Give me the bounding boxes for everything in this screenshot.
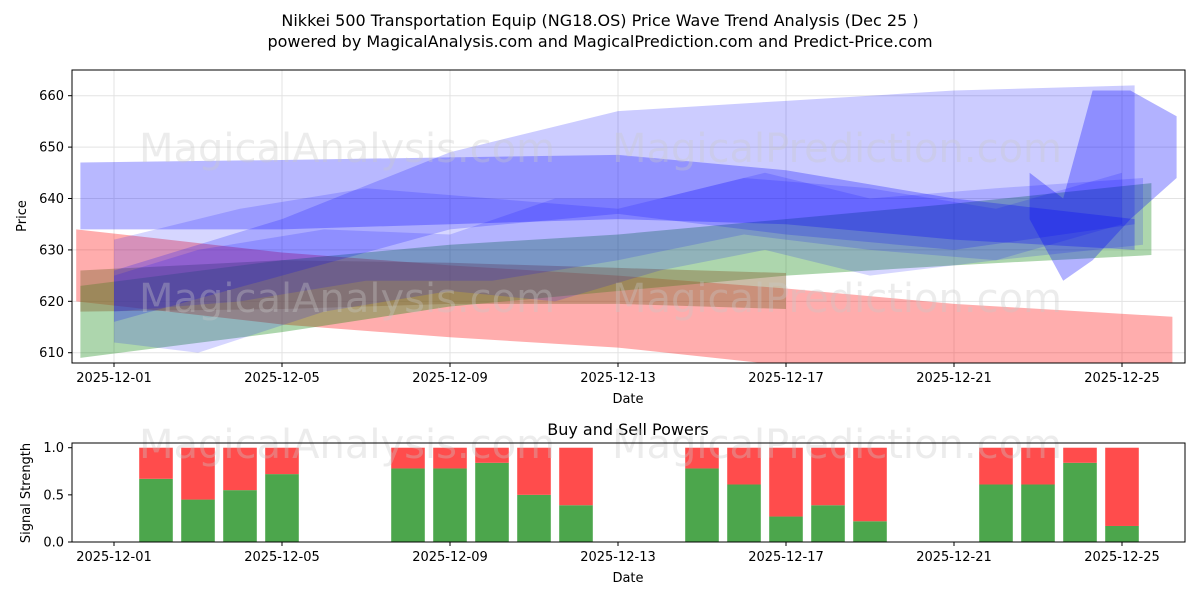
price-x-tick-label-3: 2025-12-13 [580,371,656,386]
buy-bar-14 [979,484,1013,542]
sell-bar-1 [181,447,215,500]
sell-bar-17 [1105,447,1139,526]
price-y-tick-label-5: 660 [39,89,64,104]
sell-bar-8 [559,447,593,506]
sell-bar-11 [769,447,803,517]
sell-bar-14 [979,447,1013,485]
band-red-wave [76,229,1173,363]
signal-bars [139,447,1139,542]
signal-y-tick-label-0: 0.0 [43,536,64,551]
price-x-axis: 2025-12-01 2025-12-05 2025-12-09 2025-12-13… [76,363,1160,386]
sell-bar-12 [811,447,845,506]
buy-bar-5 [433,468,467,542]
price-y-tick-label-3: 640 [39,192,64,207]
band-blue-wave-4 [114,172,1143,353]
price-x-tick-label-0: 2025-12-01 [76,371,152,386]
signal-x-tick-label-5: 2025-12-21 [916,550,992,565]
signal-y-axis-label: Signal Strength [19,443,34,543]
sell-bar-7 [517,447,551,495]
buy-bar-4 [391,468,425,542]
sell-bar-0 [139,447,173,479]
buy-bar-3 [265,474,299,542]
buy-bar-7 [517,494,551,542]
buy-bar-11 [769,516,803,542]
buy-bar-15 [1021,484,1055,542]
price-plot-frame [71,69,1186,364]
sell-bar-16 [1063,447,1097,463]
band-blue-wave-2 [114,85,1135,322]
chart-title-line1: Nikkei 500 Transportation Equip (NG18.OS… [281,11,918,30]
buy-bar-13 [853,521,887,542]
sell-bar-13 [853,447,887,522]
price-y-tick-label-0: 610 [39,346,64,361]
buy-bar-10 [727,484,761,542]
watermark-analysis-mid: MagicalAnalysis.com [139,276,555,322]
buy-bar-17 [1105,525,1139,542]
price-panel: MagicalAnalysis.com MagicalPrediction.co… [15,69,1186,407]
sell-bar-6 [475,447,509,463]
signal-y-tick-label-2: 1.0 [43,441,64,456]
signal-panel: Buy and Sell Powers MagicalAnalysis.com … [19,420,1186,586]
price-x-tick-label-2: 2025-12-09 [412,371,488,386]
buy-bar-2 [223,490,257,542]
buy-bar-6 [475,462,509,542]
signal-x-tick-label-1: 2025-12-05 [244,550,320,565]
watermark-prediction-bottom: MagicalPrediction.com [612,422,1062,468]
price-wave-bands [76,85,1177,363]
band-blue-wave-spike [1029,90,1177,281]
price-x-tick-label-4: 2025-12-17 [748,371,824,386]
price-y-axis: 610 620 630 640 650 660 [39,89,72,361]
signal-x-tick-label-2: 2025-12-09 [412,550,488,565]
price-watermarks: MagicalAnalysis.com MagicalPrediction.co… [139,126,1062,322]
signal-x-tick-label-0: 2025-12-01 [76,550,152,565]
price-grid [72,70,1185,363]
price-y-axis-label: Price [15,200,30,232]
band-blue-wave-3 [114,172,1122,312]
band-blue-wave-1 [80,154,1135,250]
watermark-prediction-top: MagicalPrediction.com [612,126,1062,172]
signal-y-tick-label-1: 0.5 [43,488,64,503]
signal-x-tick-label-6: 2025-12-25 [1084,550,1160,565]
price-x-tick-label-6: 2025-12-25 [1084,371,1160,386]
sell-bar-15 [1021,447,1055,485]
buy-bar-0 [139,478,173,542]
buy-bar-8 [559,505,593,542]
buy-bar-16 [1063,462,1097,542]
price-x-tick-label-1: 2025-12-05 [244,371,320,386]
watermark-prediction-mid: MagicalPrediction.com [612,276,1062,322]
sell-bar-9 [685,447,719,469]
signal-y-axis: 0.0 0.5 1.0 [43,441,72,551]
buy-bar-12 [811,505,845,542]
sell-bar-5 [433,447,467,469]
price-x-tick-label-5: 2025-12-21 [916,371,992,386]
signal-plot-frame [71,442,1186,543]
price-y-tick-label-4: 650 [39,141,64,156]
band-green-wave [80,183,1152,358]
watermark-analysis-bottom: MagicalAnalysis.com [139,422,555,468]
signal-x-axis: 2025-12-01 2025-12-05 2025-12-09 2025-12-13… [76,542,1160,565]
buy-bar-9 [685,468,719,542]
price-y-tick-label-2: 630 [39,243,64,258]
signal-panel-title: Buy and Sell Powers [547,420,709,439]
price-y-tick-label-1: 620 [39,295,64,310]
price-x-axis-label: Date [612,392,643,407]
sell-bar-4 [391,447,425,469]
sell-bar-2 [223,447,257,491]
band-olive-wave [80,260,786,312]
watermark-analysis-top: MagicalAnalysis.com [139,126,555,172]
buy-bar-1 [181,499,215,542]
signal-x-axis-label: Date [612,571,643,586]
signal-x-tick-label-4: 2025-12-17 [748,550,824,565]
chart-title-line2: powered by MagicalAnalysis.com and Magic… [267,32,932,51]
signal-watermarks: MagicalAnalysis.com MagicalPrediction.co… [139,422,1062,468]
sell-bar-10 [727,447,761,485]
sell-bar-3 [265,447,299,475]
signal-x-tick-label-3: 2025-12-13 [580,550,656,565]
